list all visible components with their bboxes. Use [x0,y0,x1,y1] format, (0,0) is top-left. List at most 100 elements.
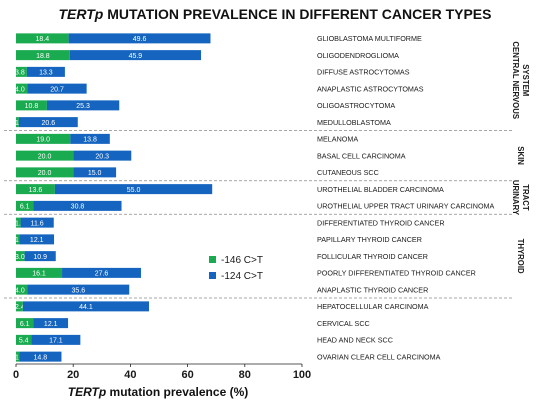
data-label: 25.3 [76,103,90,110]
bar-segment [18,117,78,128]
x-tick-label: 80 [239,369,251,381]
bar-segment [16,351,20,362]
category-label: DIFFUSE ASTROCYTOMAS [317,68,410,77]
category-label: PAPILLARY THYROID CANCER [317,235,422,244]
bar-segment [16,284,28,295]
bar-segment [16,267,63,278]
x-axis-label-italic: TERTp [68,385,106,399]
data-label: 1.6 [15,220,25,227]
x-tick-label: 40 [124,369,136,381]
data-label: 18.8 [36,53,50,60]
chart-title-rest: MUTATION PREVALENCE IN DIFFERENT CANCER … [103,6,491,22]
category-label: CUTANEOUS SCC [317,168,379,177]
data-label: 14.8 [33,354,47,361]
group-label: THYROID [516,239,525,274]
data-label: 10.9 [33,254,47,261]
data-label: 3.8 [15,70,25,77]
bar-segment [16,50,70,61]
category-label: HEAD AND NECK SCC [317,336,393,345]
data-label: 5.4 [19,338,29,345]
category-label: CERVICAL SCC [317,319,370,328]
data-label: 16.1 [32,271,46,278]
data-label: 18.4 [35,36,49,43]
data-label: 44.1 [79,304,93,311]
x-axis-label-rest: mutation prevalence (%) [106,385,248,399]
bar-segment [46,100,120,111]
bar-segment [31,334,81,345]
data-label: 55.0 [127,187,141,194]
bar-segment [16,167,74,178]
bar-segment [33,200,122,211]
data-label: 45.9 [129,53,143,60]
bar-segment [73,167,117,178]
bar-segment [19,234,55,245]
bar-segment [62,267,141,278]
data-label: 2.4 [15,304,25,311]
data-label: 13.8 [83,137,97,144]
bar-segment [16,150,74,161]
category-label: OVARIAN CLEAR CELL CARCINOMA [317,352,441,361]
category-label: UROTHELIAL UPPER TRACT URINARY CARCINOMA [317,202,495,211]
x-tick-label: 0 [13,369,19,381]
bar-segment [16,83,28,94]
data-label: 6.1 [20,204,30,211]
bar-segment [24,251,56,262]
data-label: 15.0 [88,170,102,177]
category-label: BASAL CELL CARCINOMA [317,151,406,160]
bar-segment [16,200,34,211]
bar-segment [69,50,202,61]
data-label: 27.6 [95,271,109,278]
chart-title-italic: TERTp [59,6,104,22]
plot-layer: 18.4 49.6 GLIOBLASTOMA MULTIFORME 18.8 45.9 O… [4,33,530,381]
bar-segment [16,234,20,245]
category-label: POORLY DIFFERENTIATED THYROID CANCER [317,269,476,278]
category-label: MEDULLOBLASTOMA [317,118,391,127]
legend-label: -124 C>T [221,271,263,282]
x-tick-label: 100 [293,369,311,381]
bar-segment [70,133,110,144]
data-label: 10.8 [25,103,39,110]
bar-segment [16,334,32,345]
legend-label: -146 C>T [221,255,263,266]
group-label: CENTRAL NERVOUS [511,41,520,119]
data-label: 11.6 [31,220,44,227]
data-label: 12.1 [44,321,58,328]
chart-title: TERTp MUTATION PREVALENCE IN DIFFERENT C… [59,6,492,22]
data-label: 19.0 [36,137,50,144]
category-label: UROTHELIAL BLADDER CARCINOMA [317,185,444,194]
data-label: 30.8 [71,204,85,211]
bar-segment [26,66,65,77]
bar-segment [20,217,54,228]
category-label: GLIOBLASTOMA MULTIFORME [317,34,422,43]
group-label: URINARY [511,180,520,216]
category-label: OLIGOASTROCYTOMA [317,101,395,110]
group-label: TRACT [521,184,530,211]
data-label: 20.3 [95,153,109,160]
category-label: DIFFERENTIATED THYROID CANCER [317,218,445,227]
bar-segment [16,33,69,44]
group-label: SKIN [516,146,525,165]
x-tick-label: 20 [67,369,79,381]
data-label: 35.6 [72,287,86,294]
category-label: MELANOMA [317,135,358,144]
legend-swatch [209,256,216,263]
bar-segment [54,184,213,195]
data-label: 13.3 [39,70,53,77]
bar-segment [16,184,55,195]
bar-segment [16,318,34,329]
x-tick-label: 60 [181,369,193,381]
bar-segment [33,318,69,329]
data-label: 13.6 [29,187,43,194]
bar-segment [27,284,130,295]
data-label: 17.1 [49,338,63,345]
legend-swatch [209,272,216,279]
category-label: ANAPLASTIC ASTROCYTOMAS [317,84,424,93]
data-label: 20.0 [38,170,52,177]
bar-segment [16,217,21,228]
data-label: 12.1 [30,237,44,244]
category-label: OLIGODENDROGLIOMA [317,51,399,60]
bar-segment [16,117,19,128]
data-label: 49.6 [133,36,147,43]
bar-segment [16,66,27,77]
bar-segment [22,301,149,312]
